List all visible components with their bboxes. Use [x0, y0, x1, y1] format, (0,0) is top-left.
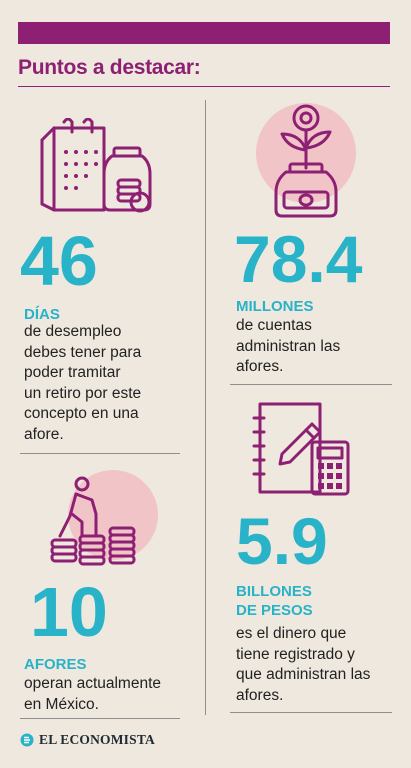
column-divider — [205, 100, 206, 715]
section-divider — [20, 453, 180, 454]
stat-number: 10 — [30, 573, 108, 651]
person-climbing-coins-icon — [50, 476, 136, 566]
icon-background — [68, 470, 158, 560]
brand-name: EL ECONOMISTA — [39, 732, 155, 747]
page-title: Puntos a destacar: — [18, 56, 201, 79]
stat-description: de cuentas administran las afores. — [236, 317, 341, 375]
stat-label: BILLONES DE PESOS — [236, 583, 313, 619]
stat-description: de desempleo debes tener para poder tram… — [24, 323, 142, 443]
el-economista-logo-icon — [20, 733, 34, 747]
money-plant-jar-icon — [274, 104, 338, 218]
calendar-jar-coins-icon — [40, 118, 152, 213]
stat-label: MILLONES — [236, 298, 314, 315]
stat-label: DÍAS — [24, 306, 60, 323]
section-divider — [230, 712, 392, 713]
section-divider — [20, 718, 180, 719]
notebook-calculator-icon — [252, 402, 350, 496]
section-divider — [230, 384, 392, 385]
stat-number: 5.9 — [236, 504, 328, 578]
stat-description: operan actualmente en México. — [24, 675, 162, 713]
stat-label: AFORES — [24, 656, 87, 673]
stat-number: 78.4 — [234, 222, 363, 296]
header-divider — [18, 86, 390, 87]
footer-brand: EL ECONOMISTA — [20, 732, 155, 748]
top-bar — [18, 22, 390, 44]
stat-description: es el dinero que tiene registrado y que … — [236, 625, 371, 704]
stat-number: 46 — [20, 222, 98, 300]
